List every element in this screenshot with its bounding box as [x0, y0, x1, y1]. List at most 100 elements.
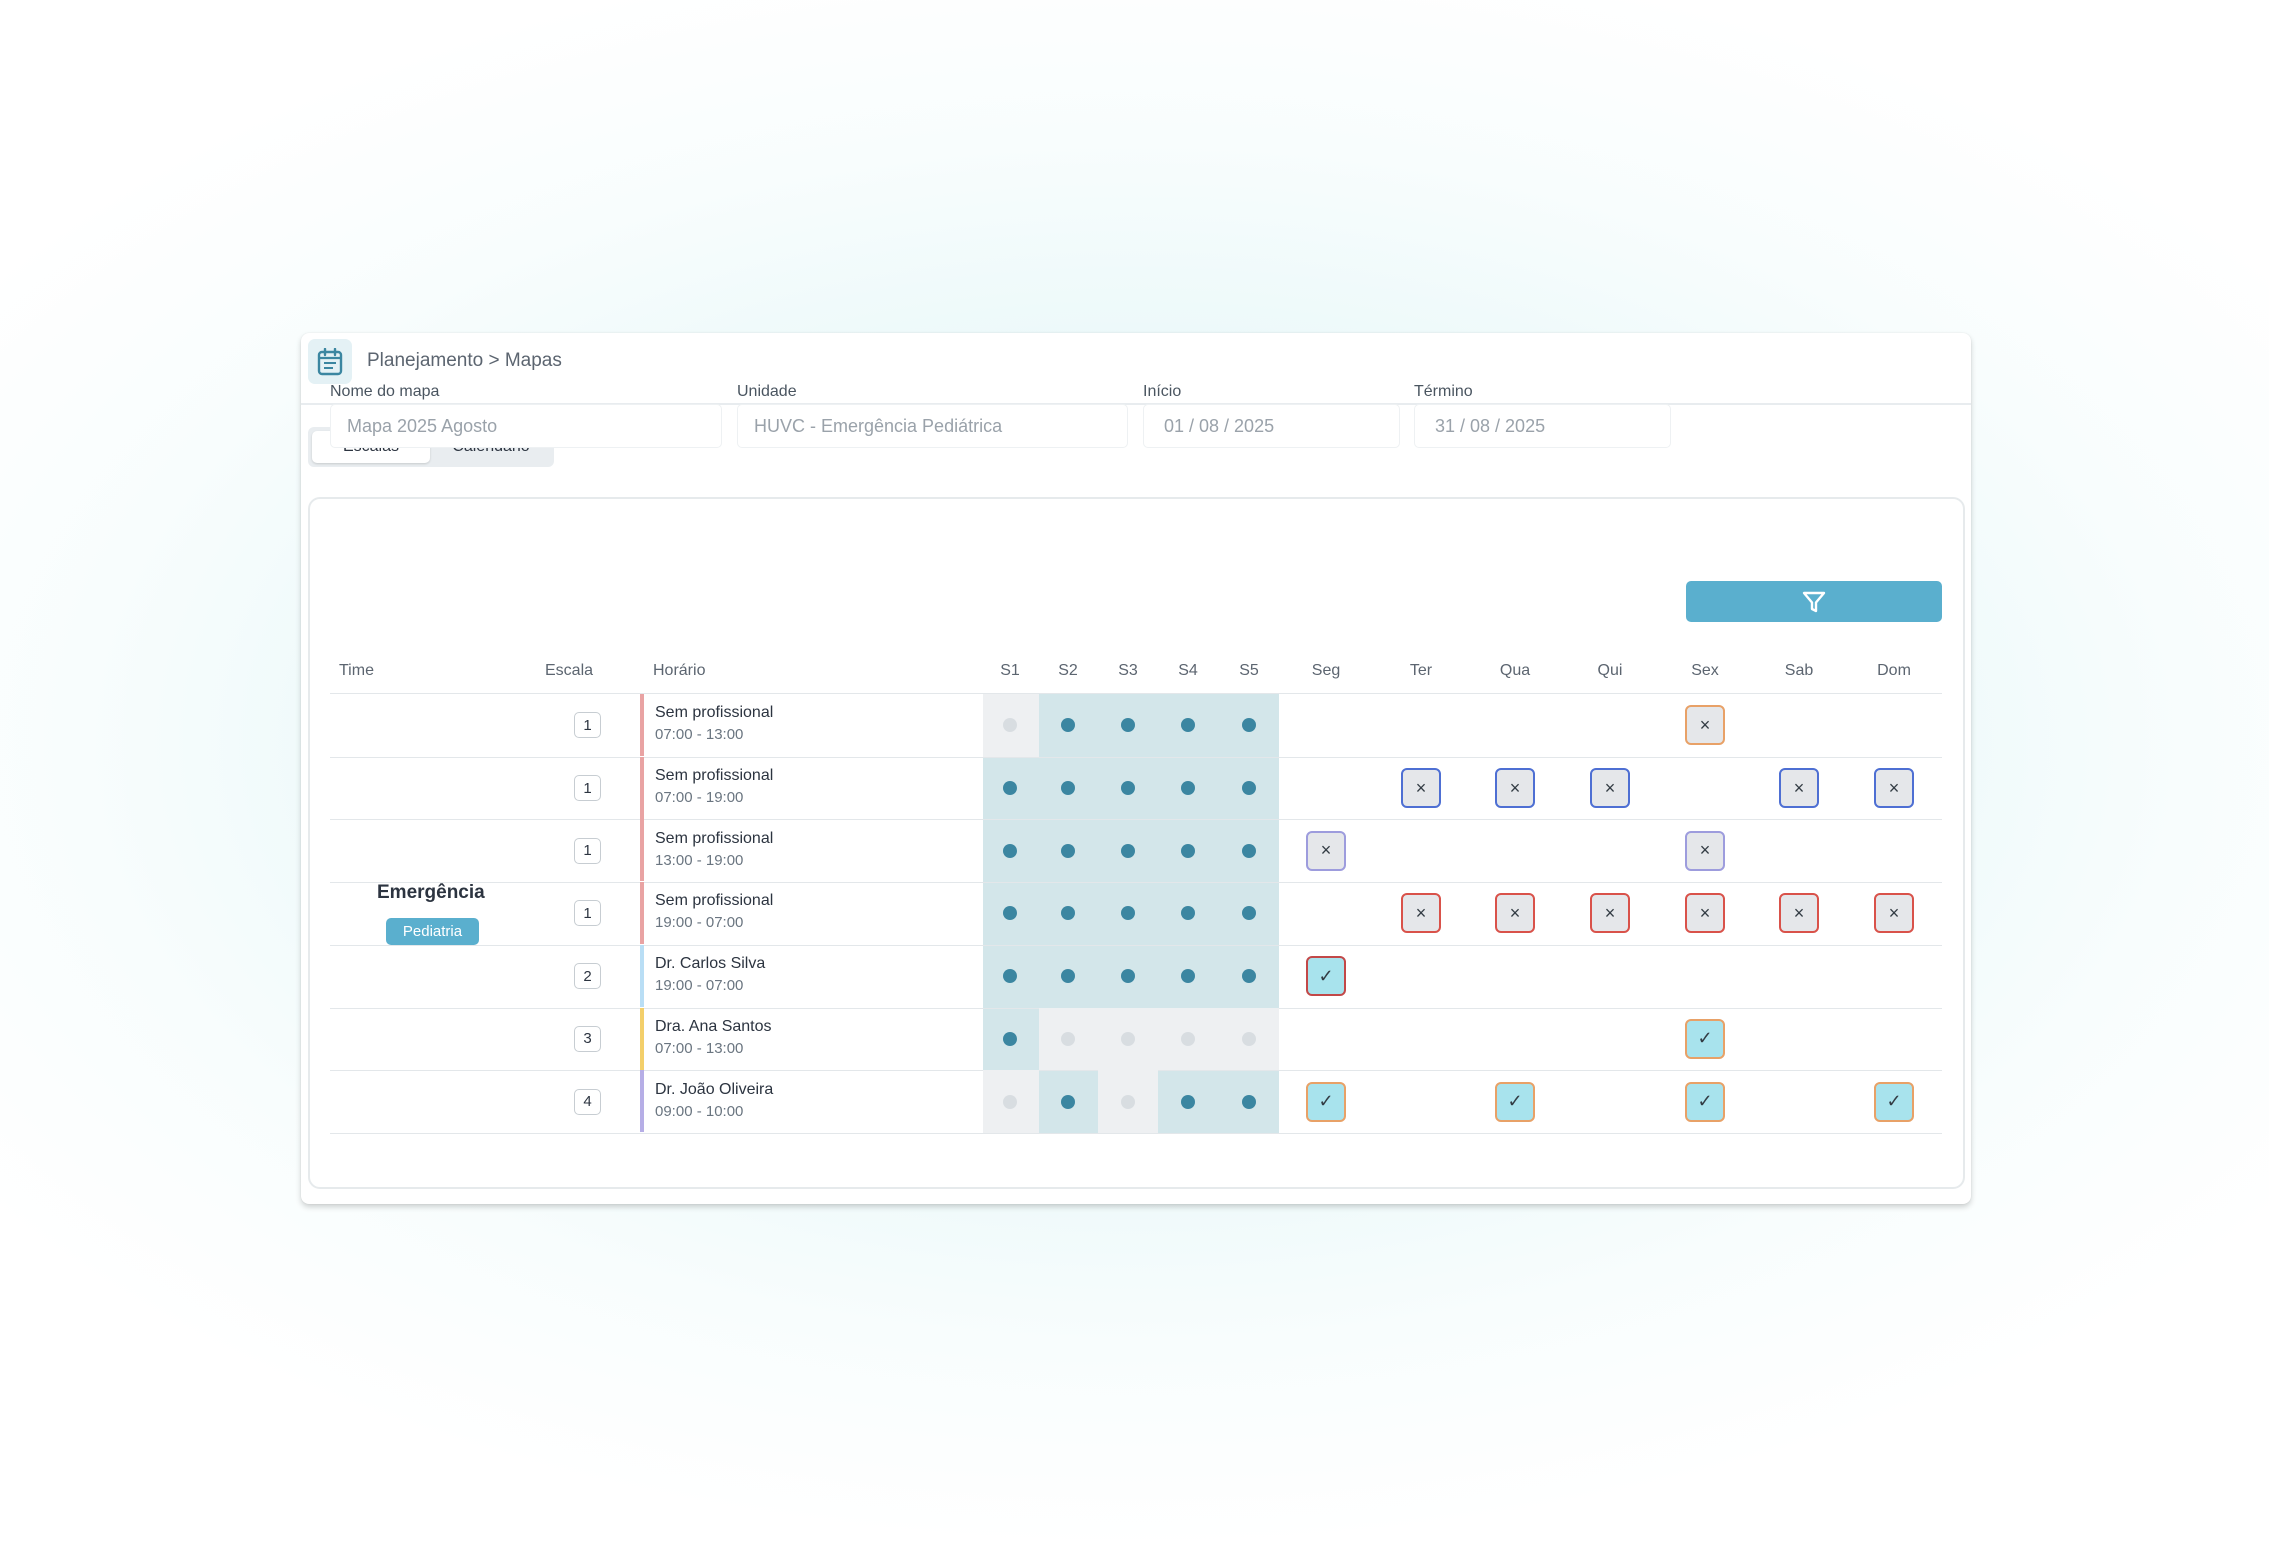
week-active-dot[interactable] [1181, 718, 1195, 733]
check-icon: ✓ [1318, 1091, 1334, 1112]
day-assigned-check[interactable]: ✓ [1306, 1081, 1346, 1122]
week-inactive-dot[interactable] [1181, 1031, 1195, 1046]
day-assigned-check[interactable]: ✓ [1685, 1018, 1725, 1059]
shift-color-bar [640, 1070, 644, 1133]
close-icon: × [1699, 840, 1711, 861]
unidade-label: Unidade [737, 383, 797, 400]
week-active-dot[interactable] [1181, 781, 1195, 796]
col-header-day-sex: Sex [1691, 662, 1719, 679]
check-icon: ✓ [1507, 1091, 1523, 1112]
check-icon: ✓ [1318, 965, 1334, 986]
week-active-dot[interactable] [1003, 781, 1017, 796]
row-divider [330, 944, 1942, 946]
day-unassigned-mark[interactable]: × [1779, 893, 1819, 934]
day-unassigned-mark[interactable]: × [1401, 768, 1441, 809]
calendar-icon[interactable] [308, 339, 352, 384]
shift-color-bar [640, 1007, 644, 1070]
escala-number: 1 [574, 900, 601, 927]
shift-time: 19:00 - 07:00 [655, 977, 744, 995]
week-active-dot[interactable] [1061, 1094, 1075, 1109]
day-unassigned-mark[interactable]: × [1495, 893, 1535, 934]
week-active-dot[interactable] [1242, 718, 1256, 733]
week-active-dot[interactable] [1181, 843, 1195, 858]
day-unassigned-mark[interactable]: × [1779, 768, 1819, 809]
day-unassigned-mark[interactable]: × [1685, 705, 1725, 746]
breadcrumb: Planejamento > Mapas [367, 350, 562, 371]
col-header-day-sab: Sab [1784, 662, 1814, 679]
week-active-dot[interactable] [1061, 781, 1075, 796]
close-icon: × [1793, 777, 1805, 798]
week-active-dot[interactable] [1121, 969, 1135, 984]
col-header-week-s3: S3 [1118, 662, 1138, 679]
day-unassigned-mark[interactable]: × [1306, 830, 1346, 871]
professional-name: Sem profissional [655, 704, 774, 722]
day-assigned-check[interactable]: ✓ [1306, 956, 1346, 997]
day-assigned-check[interactable]: ✓ [1874, 1081, 1914, 1122]
day-unassigned-mark[interactable]: × [1590, 893, 1630, 934]
week-inactive-dot[interactable] [1003, 718, 1017, 733]
week-active-dot[interactable] [1121, 906, 1135, 921]
day-unassigned-mark[interactable]: × [1874, 893, 1914, 934]
week-active-dot[interactable] [1003, 969, 1017, 984]
escala-number: 1 [574, 837, 601, 864]
col-header-day-qui: Qui [1597, 662, 1623, 679]
week-active-dot[interactable] [1181, 906, 1195, 921]
close-icon: × [1415, 902, 1427, 923]
day-unassigned-mark[interactable]: × [1401, 893, 1441, 934]
day-unassigned-mark[interactable]: × [1590, 768, 1630, 809]
week-inactive-dot[interactable] [1003, 1094, 1017, 1109]
shift-color-bar [640, 756, 644, 819]
week-active-dot[interactable] [1242, 906, 1256, 921]
week-inactive-dot[interactable] [1121, 1094, 1135, 1109]
inicio-field[interactable]: 01 / 08 / 2025 [1143, 404, 1400, 448]
week-active-dot[interactable] [1003, 906, 1017, 921]
week-active-dot[interactable] [1061, 906, 1075, 921]
week-active-dot[interactable] [1242, 843, 1256, 858]
close-icon: × [1509, 902, 1521, 923]
check-icon: ✓ [1697, 1091, 1713, 1112]
row-divider [330, 1132, 1942, 1134]
col-header-day-seg: Seg [1311, 662, 1341, 679]
day-unassigned-mark[interactable]: × [1495, 768, 1535, 809]
close-icon: × [1793, 902, 1805, 923]
week-active-dot[interactable] [1061, 718, 1075, 733]
week-active-dot[interactable] [1003, 843, 1017, 858]
week-active-dot[interactable] [1061, 843, 1075, 858]
close-icon: × [1699, 714, 1711, 735]
week-active-dot[interactable] [1242, 969, 1256, 984]
close-icon: × [1320, 840, 1332, 861]
check-icon: ✓ [1697, 1028, 1713, 1049]
termino-field[interactable]: 31 / 08 / 2025 [1414, 404, 1671, 448]
shift-time: 19:00 - 07:00 [655, 914, 744, 932]
nome-label: Nome do mapa [330, 383, 440, 400]
col-header-day-dom: Dom [1877, 662, 1911, 679]
col-header-horario: Horário [653, 662, 706, 679]
week-inactive-dot[interactable] [1242, 1031, 1256, 1046]
unidade-field[interactable]: HUVC - Emergência Pediátrica [737, 404, 1128, 448]
week-active-dot[interactable] [1061, 969, 1075, 984]
week-active-dot[interactable] [1181, 969, 1195, 984]
col-header-escala: Escala [545, 662, 594, 679]
week-active-dot[interactable] [1121, 843, 1135, 858]
week-active-dot[interactable] [1121, 718, 1135, 733]
escala-number: 1 [574, 712, 601, 739]
day-assigned-check[interactable]: ✓ [1685, 1081, 1725, 1122]
col-header-week-s2: S2 [1058, 662, 1078, 679]
day-unassigned-mark[interactable]: × [1874, 768, 1914, 809]
escala-number: 3 [574, 1025, 601, 1052]
shift-time: 07:00 - 13:00 [655, 1039, 744, 1057]
nome-field[interactable]: Mapa 2025 Agosto [330, 404, 722, 448]
week-active-dot[interactable] [1003, 1031, 1017, 1046]
week-active-dot[interactable] [1121, 781, 1135, 796]
week-active-dot[interactable] [1242, 781, 1256, 796]
filter-button[interactable] [1686, 581, 1942, 622]
day-assigned-check[interactable]: ✓ [1495, 1081, 1535, 1122]
week-active-dot[interactable] [1242, 1094, 1256, 1109]
day-unassigned-mark[interactable]: × [1685, 893, 1725, 934]
shift-time: 13:00 - 19:00 [655, 851, 744, 869]
week-inactive-dot[interactable] [1121, 1031, 1135, 1046]
week-active-dot[interactable] [1181, 1094, 1195, 1109]
week-inactive-dot[interactable] [1061, 1031, 1075, 1046]
day-unassigned-mark[interactable]: × [1685, 830, 1725, 871]
shift-color-bar [640, 694, 644, 756]
